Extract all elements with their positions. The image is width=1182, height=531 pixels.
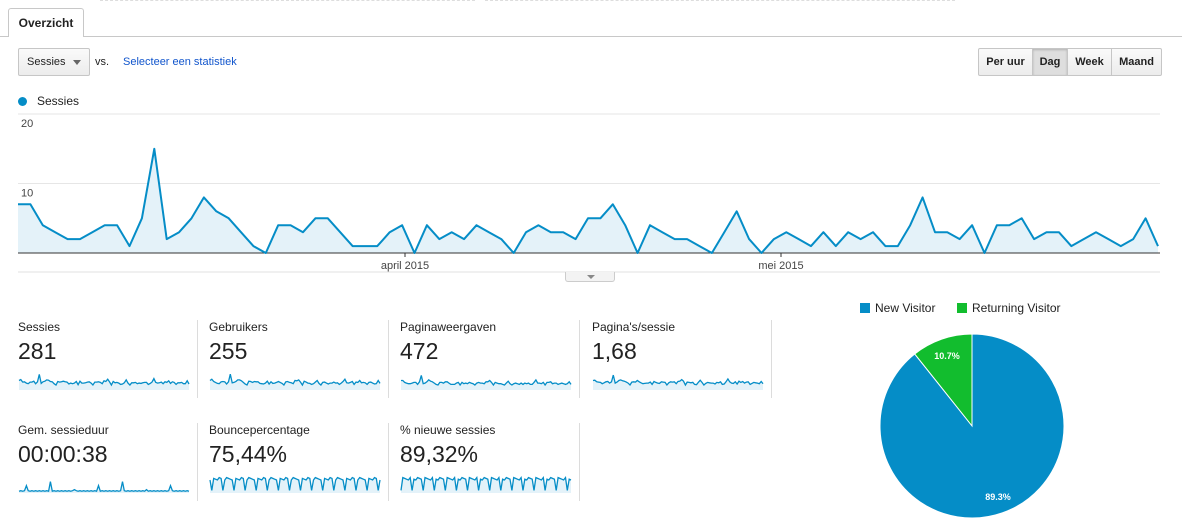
metric-label: Paginaweergaven (400, 320, 497, 334)
visitor-type-pie-chart: 89.3% 10.7% (879, 333, 1065, 519)
pie-legend-new-label: New Visitor (875, 301, 936, 315)
sessions-line-chart: 10 20 april 2015 mei 2015 (18, 113, 1160, 273)
metric-nieuwe-sessies: % nieuwe sessies 89,32% (400, 423, 580, 501)
series-legend-dot (18, 97, 27, 106)
metric-divider (197, 423, 198, 501)
metric-value: 281 (18, 338, 57, 364)
metric-value: 472 (400, 338, 439, 364)
metric-divider (197, 320, 198, 398)
period-per-uur-button[interactable]: Per uur (978, 48, 1033, 76)
metric-label: Pagina's/sessie (592, 320, 676, 334)
sparkline-line (401, 375, 572, 387)
pie-slice-new-visitor (879, 333, 1065, 519)
metric-sparkline (18, 374, 190, 390)
series-line (18, 147, 1159, 254)
y-tick-label: 20 (21, 118, 33, 130)
metric-divider (579, 423, 580, 501)
sparkline-line (592, 374, 764, 387)
sparkline-line (209, 476, 381, 491)
metric-label: % nieuwe sessies (400, 423, 496, 437)
metric-divider (388, 423, 389, 501)
metric-value: 75,44% (209, 441, 288, 467)
period-maand-button[interactable]: Maand (1111, 48, 1162, 76)
metric-select[interactable]: Sessies (18, 48, 90, 76)
metric-sparkline (209, 373, 381, 390)
metric-select-value: Sessies (27, 56, 66, 68)
metric-sparkline (592, 374, 764, 390)
metric-paginas-per-sessie: Pagina's/sessie 1,68 (592, 320, 772, 398)
pie-legend-returning-swatch (957, 303, 967, 313)
series-area (18, 148, 1158, 253)
pie-legend-new-swatch (860, 303, 870, 313)
metric-label: Bouncepercentage (209, 423, 310, 437)
y-tick-label: 10 (21, 188, 33, 200)
metric-divider (579, 320, 580, 398)
metric-value: 1,68 (592, 338, 637, 364)
metric-sparkline (18, 481, 190, 493)
metric-gebruikers: Gebruikers 255 (209, 320, 389, 398)
pie-label-new: 89.3% (985, 492, 1011, 502)
period-dag-button[interactable]: Dag (1032, 48, 1068, 76)
series-legend-label: Sessies (37, 94, 80, 108)
sparkline-area (210, 374, 380, 390)
tab-strip (0, 0, 1182, 37)
metric-sparkline (209, 476, 381, 493)
vs-label: vs. (95, 56, 110, 68)
metric-divider (771, 320, 772, 398)
metric-value: 89,32% (400, 441, 479, 467)
sparkline-line (209, 373, 381, 387)
metric-divider (388, 320, 389, 398)
metric-bouncepercentage: Bouncepercentage 75,44% (209, 423, 389, 501)
metric-sessies: Sessies 281 (18, 320, 198, 398)
metric-value: 00:00:38 (18, 441, 108, 467)
metric-label: Sessies (18, 320, 61, 334)
period-week-button[interactable]: Week (1067, 48, 1112, 76)
tab-baseline (0, 36, 1182, 37)
metric-sparkline (400, 475, 572, 493)
x-tick-label: april 2015 (381, 260, 429, 272)
sparkline-area (19, 374, 189, 390)
sparkline-area (593, 375, 763, 390)
sparkline-line (18, 374, 190, 387)
chart-collapse-handle[interactable] (565, 272, 615, 282)
pie-label-returning: 10.7% (934, 351, 960, 361)
sparkline-line (400, 475, 572, 491)
metric-label: Gebruikers (209, 320, 268, 334)
caret-down-icon (587, 275, 595, 279)
metric-paginaweergaven: Paginaweergaven 472 (400, 320, 580, 398)
top-dashed-divider (100, 0, 475, 2)
metric-value: 255 (209, 338, 248, 364)
select-statistic-link[interactable]: Selecteer een statistiek (123, 56, 237, 68)
sparkline-area (210, 477, 380, 493)
chevron-down-icon (73, 60, 81, 65)
metric-sparkline (401, 375, 572, 390)
x-tick-label: mei 2015 (758, 260, 803, 272)
top-dashed-divider (485, 0, 955, 2)
metric-gem-sessieduur: Gem. sessieduur 00:00:38 (18, 423, 198, 501)
metric-label: Gem. sessieduur (18, 423, 109, 437)
sparkline-line (18, 481, 190, 493)
tab-overzicht[interactable]: Overzicht (8, 8, 84, 37)
pie-legend-returning-label: Returning Visitor (972, 301, 1061, 315)
